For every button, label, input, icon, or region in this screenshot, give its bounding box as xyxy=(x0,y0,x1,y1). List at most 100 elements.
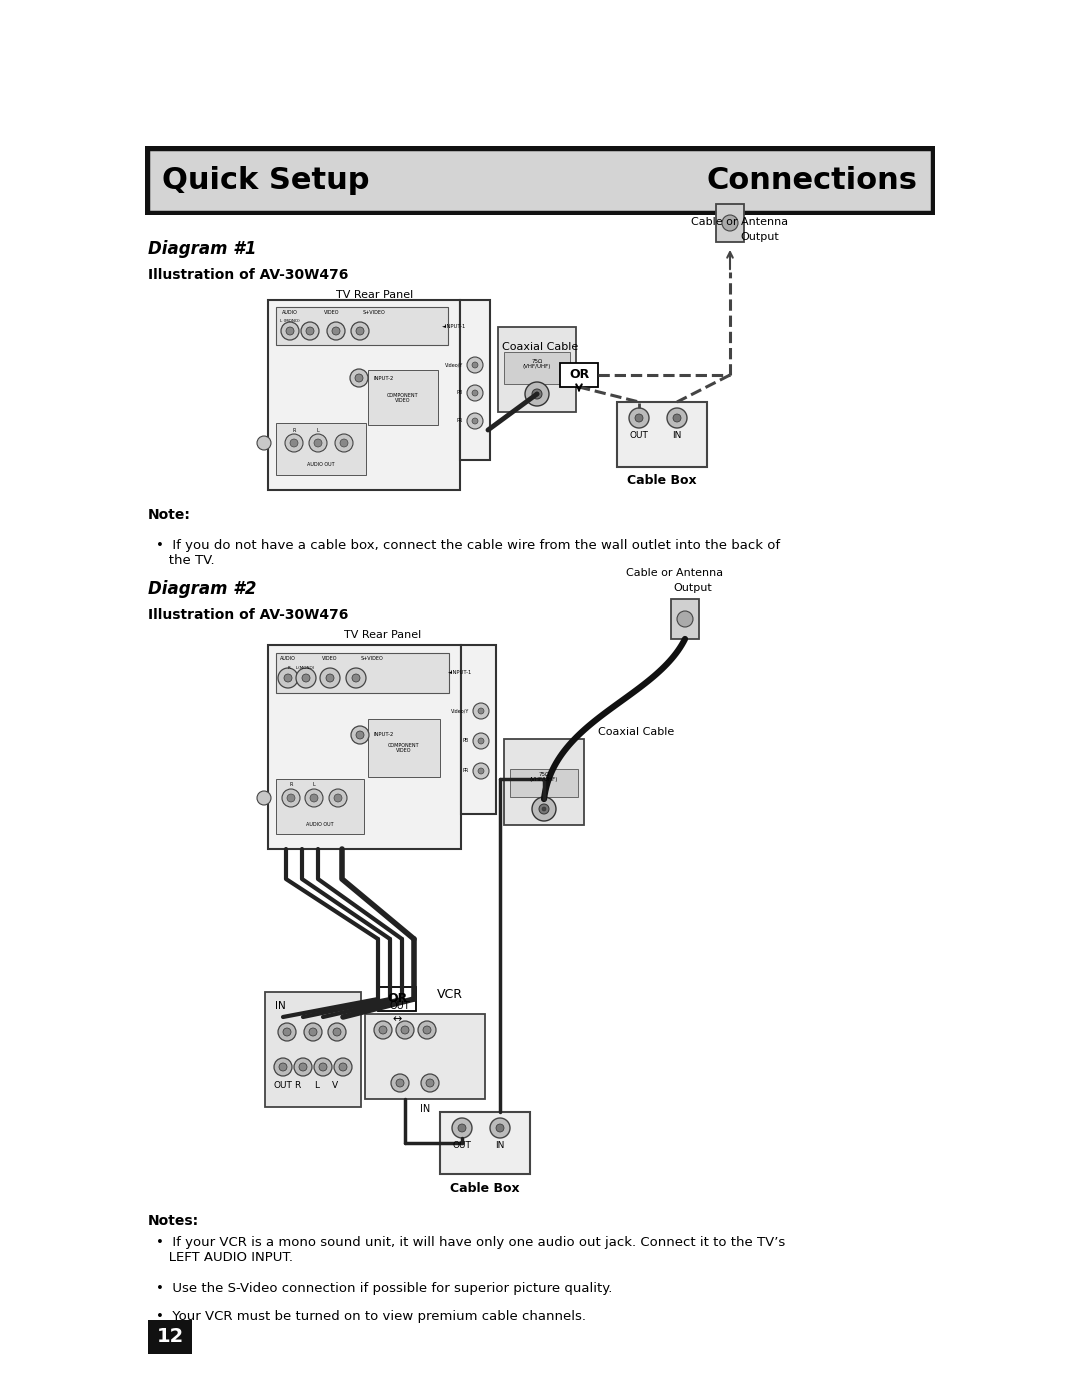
Bar xyxy=(504,352,570,384)
Bar xyxy=(504,739,584,826)
Circle shape xyxy=(301,321,319,339)
Text: Output: Output xyxy=(674,583,713,592)
Text: Output: Output xyxy=(741,232,780,242)
Text: Quick Setup: Quick Setup xyxy=(162,166,369,196)
Text: L: L xyxy=(312,782,315,788)
Text: Cable Box: Cable Box xyxy=(450,1182,519,1194)
Circle shape xyxy=(418,1021,436,1039)
Bar xyxy=(268,300,460,490)
Circle shape xyxy=(490,1118,510,1139)
Text: L: L xyxy=(316,427,320,433)
Circle shape xyxy=(310,793,318,802)
Circle shape xyxy=(396,1078,404,1087)
Text: INPUT-2: INPUT-2 xyxy=(374,732,394,738)
Circle shape xyxy=(667,408,687,427)
Circle shape xyxy=(423,1025,431,1034)
Circle shape xyxy=(314,1058,332,1076)
Circle shape xyxy=(278,668,298,687)
Circle shape xyxy=(309,1028,318,1037)
Text: •  If you do not have a cable box, connect the cable wire from the wall outlet i: • If you do not have a cable box, connec… xyxy=(156,539,780,567)
Circle shape xyxy=(542,807,546,812)
Circle shape xyxy=(327,321,345,339)
Text: Illustration of AV-30W476: Illustration of AV-30W476 xyxy=(148,608,349,622)
Bar xyxy=(498,327,576,412)
Circle shape xyxy=(426,1078,434,1087)
Circle shape xyxy=(346,668,366,687)
Circle shape xyxy=(309,434,327,453)
Text: OUT: OUT xyxy=(390,1002,410,1011)
Circle shape xyxy=(673,414,681,422)
Text: TV Rear Panel: TV Rear Panel xyxy=(345,630,421,640)
Circle shape xyxy=(284,673,292,682)
Circle shape xyxy=(473,703,489,719)
Bar xyxy=(276,423,366,475)
Circle shape xyxy=(356,731,364,739)
Bar xyxy=(460,300,490,460)
Text: PR: PR xyxy=(462,768,469,774)
Text: IN: IN xyxy=(420,1104,430,1113)
Circle shape xyxy=(401,1025,409,1034)
Bar xyxy=(716,204,744,242)
Bar xyxy=(461,645,496,814)
Circle shape xyxy=(305,789,323,807)
Circle shape xyxy=(350,369,368,387)
Bar xyxy=(148,149,932,212)
Circle shape xyxy=(274,1058,292,1076)
Circle shape xyxy=(286,327,294,335)
Circle shape xyxy=(333,1028,341,1037)
Bar xyxy=(671,599,699,638)
Circle shape xyxy=(532,798,556,821)
Bar xyxy=(617,402,707,467)
Circle shape xyxy=(496,1125,504,1132)
Circle shape xyxy=(278,1023,296,1041)
Circle shape xyxy=(306,327,314,335)
Circle shape xyxy=(351,321,369,339)
Circle shape xyxy=(320,668,340,687)
Text: VIDEO: VIDEO xyxy=(322,657,338,662)
Circle shape xyxy=(285,434,303,453)
Circle shape xyxy=(467,358,483,373)
Bar xyxy=(368,370,438,425)
Circle shape xyxy=(283,1028,291,1037)
Text: IN: IN xyxy=(275,1002,286,1011)
Bar xyxy=(561,363,598,387)
Text: Coaxial Cable: Coaxial Cable xyxy=(502,342,578,352)
Circle shape xyxy=(421,1074,438,1092)
Text: 12: 12 xyxy=(157,1327,184,1347)
Text: Video/Y: Video/Y xyxy=(445,362,463,367)
Circle shape xyxy=(334,793,342,802)
Text: TV Rear Panel: TV Rear Panel xyxy=(336,291,414,300)
Text: ◄INPUT-1: ◄INPUT-1 xyxy=(448,671,472,676)
Text: Cable Box: Cable Box xyxy=(627,475,697,488)
Circle shape xyxy=(332,327,340,335)
Circle shape xyxy=(334,1058,352,1076)
Circle shape xyxy=(257,791,271,805)
Circle shape xyxy=(473,763,489,780)
Text: AUDIO OUT: AUDIO OUT xyxy=(307,821,334,827)
Bar xyxy=(268,645,461,849)
Text: VIDEO: VIDEO xyxy=(324,310,340,316)
Circle shape xyxy=(539,805,549,814)
Text: Cable or Antenna: Cable or Antenna xyxy=(626,569,724,578)
Text: COMPONENT
VIDEO: COMPONENT VIDEO xyxy=(388,743,420,753)
Text: AUDIO: AUDIO xyxy=(280,657,296,662)
Text: •  Use the S-Video connection if possible for superior picture quality.: • Use the S-Video connection if possible… xyxy=(156,1282,612,1295)
Circle shape xyxy=(467,386,483,401)
Text: Coaxial Cable: Coaxial Cable xyxy=(598,726,674,738)
Text: OUT: OUT xyxy=(630,430,648,440)
Circle shape xyxy=(296,668,316,687)
Circle shape xyxy=(339,1063,347,1071)
Circle shape xyxy=(291,439,298,447)
Circle shape xyxy=(302,673,310,682)
Text: S+VIDEO: S+VIDEO xyxy=(361,657,383,662)
Text: •  Your VCR must be turned on to view premium cable channels.: • Your VCR must be turned on to view pre… xyxy=(156,1310,586,1323)
Text: R    L(MONO): R L(MONO) xyxy=(288,666,314,671)
Text: ◄INPUT-1: ◄INPUT-1 xyxy=(442,324,467,328)
Bar xyxy=(510,768,578,798)
Text: COMPONENT
VIDEO: COMPONENT VIDEO xyxy=(388,393,419,404)
Circle shape xyxy=(396,1021,414,1039)
Circle shape xyxy=(329,789,347,807)
Circle shape xyxy=(467,414,483,429)
Circle shape xyxy=(335,434,353,453)
Circle shape xyxy=(677,610,693,627)
